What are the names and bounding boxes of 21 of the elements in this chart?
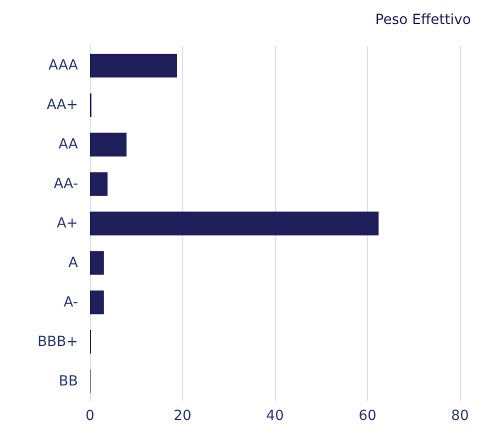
y-tick-label: AAA xyxy=(48,58,78,74)
bar xyxy=(90,172,108,196)
y-tick-label: AA xyxy=(58,136,78,153)
x-tick-label: 20 xyxy=(174,408,192,424)
x-tick-label: 40 xyxy=(266,408,284,424)
y-tick-label: A+ xyxy=(56,216,78,232)
x-tick-label: 80 xyxy=(451,408,469,424)
bar xyxy=(90,290,104,314)
x-tick-label: 60 xyxy=(358,408,376,424)
y-tick-label: AA- xyxy=(54,176,78,192)
y-tick-label: BB xyxy=(58,373,78,390)
x-tick-label: 0 xyxy=(86,408,94,424)
bar xyxy=(90,132,127,156)
text: Peso Effettivo xyxy=(375,12,472,28)
bar xyxy=(90,212,379,236)
y-tick-label: A xyxy=(68,254,78,271)
y-tick-label: BBB+ xyxy=(37,334,78,350)
bar xyxy=(90,54,177,78)
y-tick-label: A- xyxy=(64,294,78,310)
y-tick-label: AA+ xyxy=(46,97,78,114)
bar xyxy=(90,251,104,275)
